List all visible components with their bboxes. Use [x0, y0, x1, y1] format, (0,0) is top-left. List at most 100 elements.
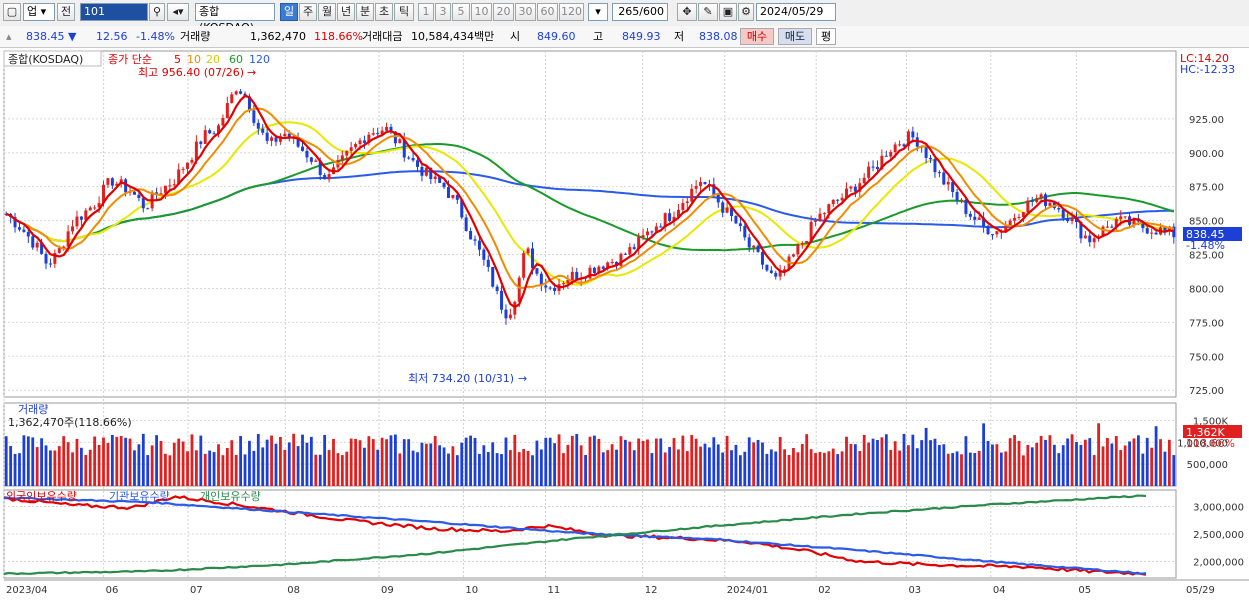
market-select[interactable]: 업 ▾: [23, 3, 55, 21]
volume-bar: [177, 438, 181, 486]
volume-bar: [40, 438, 43, 486]
volume-bar: [53, 450, 57, 486]
window-icon[interactable]: ▢: [3, 3, 21, 21]
tab-second[interactable]: 초: [375, 3, 393, 21]
interval-120[interactable]: 120: [559, 3, 584, 21]
volume-bar: [1172, 455, 1176, 486]
tab-day[interactable]: 일: [280, 3, 298, 21]
buy-button[interactable]: 매수: [740, 28, 774, 45]
sell-button[interactable]: 매도: [778, 28, 812, 45]
low-arrow-icon: →: [518, 372, 527, 385]
price-panel-title[interactable]: 종합(KOSDAQ): [8, 53, 83, 66]
x-axis-tick: 05/29: [1186, 585, 1215, 596]
candle-body: [500, 290, 504, 310]
ma-period-5[interactable]: 5: [174, 53, 181, 66]
candle-body: [1048, 202, 1052, 206]
volume-bar: [845, 436, 848, 486]
volume-bar: [389, 435, 393, 486]
volume-axis-tick: 500,000: [1187, 460, 1228, 471]
legend-individual[interactable]: 개인보유수량: [200, 490, 261, 503]
candle-body: [389, 126, 393, 132]
legend-institution[interactable]: 기관보유수량: [109, 490, 170, 503]
x-axis-tick: 03: [908, 585, 921, 596]
volume-bar: [734, 444, 738, 486]
count-field[interactable]: 265/600: [612, 3, 668, 21]
candle-body: [88, 207, 92, 211]
flow-axis-tick: 2,500,000: [1193, 530, 1244, 541]
eval-button[interactable]: 평: [816, 28, 836, 45]
candle-body: [433, 176, 437, 180]
interval-20[interactable]: 20: [493, 3, 514, 21]
x-axis-tick: 2024/01: [727, 585, 769, 596]
volume-bar: [106, 442, 110, 486]
prev-button[interactable]: 전: [57, 3, 75, 21]
tab-tick[interactable]: 틱: [394, 3, 414, 21]
ma-period-60[interactable]: 60: [229, 53, 243, 66]
volume-bar: [659, 438, 663, 486]
candle-body: [676, 209, 680, 217]
search-icon[interactable]: ⚲: [149, 3, 165, 21]
volume-bar: [84, 455, 88, 486]
volume-bar: [137, 444, 141, 486]
pen-icon[interactable]: ✎: [698, 3, 718, 21]
volume-bar: [141, 433, 145, 486]
volume-bar: [663, 452, 667, 486]
candle-body: [385, 126, 389, 131]
gear-icon[interactable]: ⚙: [738, 3, 754, 21]
crosshair-icon[interactable]: ✥: [677, 3, 697, 21]
volume-bar: [531, 455, 534, 486]
volume-bar: [261, 447, 265, 486]
quote-change: 12.56: [96, 30, 128, 43]
volume-bar: [725, 435, 729, 486]
tab-month[interactable]: 월: [318, 3, 336, 21]
candle-body: [628, 247, 632, 255]
volume-bar: [694, 438, 698, 486]
interval-select[interactable]: ▾: [588, 3, 608, 21]
candle-body: [163, 185, 167, 194]
volume-bar: [274, 443, 278, 486]
ma-period-20[interactable]: 20: [206, 53, 220, 66]
volume-bar: [902, 433, 906, 486]
date-field[interactable]: 2024/05/29: [756, 3, 836, 21]
candle-body: [721, 202, 725, 213]
speaker-icon[interactable]: ◂▾: [167, 3, 189, 21]
volume-bar: [566, 444, 570, 486]
volume-bar: [128, 438, 132, 486]
volume-bar: [1026, 444, 1030, 486]
interval-60[interactable]: 60: [537, 3, 558, 21]
volume-bar: [584, 454, 587, 486]
candle-body: [645, 231, 649, 236]
x-axis-tick: 09: [381, 585, 394, 596]
interval-10[interactable]: 10: [471, 3, 492, 21]
interval-3[interactable]: 3: [435, 3, 451, 21]
code-input[interactable]: 101: [80, 3, 148, 21]
volume-bar: [699, 446, 702, 486]
candle-body: [756, 245, 760, 252]
interval-30[interactable]: 30: [515, 3, 536, 21]
legend-foreign[interactable]: 외국인보유수량: [6, 490, 77, 503]
candle-body: [79, 216, 83, 220]
tab-week[interactable]: 주: [299, 3, 317, 21]
candle-body: [225, 103, 229, 119]
volume-bar: [778, 436, 782, 486]
candle-body: [345, 150, 349, 156]
volume-bar: [194, 450, 198, 486]
volume-panel-title[interactable]: 거래량: [18, 403, 48, 416]
save-icon[interactable]: ▣: [719, 3, 737, 21]
volume-bar: [252, 450, 256, 486]
tab-minute[interactable]: 분: [356, 3, 374, 21]
interval-1[interactable]: 1: [418, 3, 434, 21]
volume-bar: [1097, 423, 1101, 486]
tab-year[interactable]: 년: [337, 3, 355, 21]
volume-bar: [22, 435, 26, 486]
price-panel-title-box[interactable]: [3, 50, 102, 67]
ma-period-10[interactable]: 10: [187, 53, 201, 66]
volume-bar: [968, 452, 972, 486]
interval-5[interactable]: 5: [452, 3, 470, 21]
ma-period-120[interactable]: 120: [249, 53, 270, 66]
candle-body: [305, 150, 309, 158]
candle-body: [606, 262, 610, 269]
candle-body: [181, 168, 185, 170]
candle-body: [349, 147, 353, 151]
